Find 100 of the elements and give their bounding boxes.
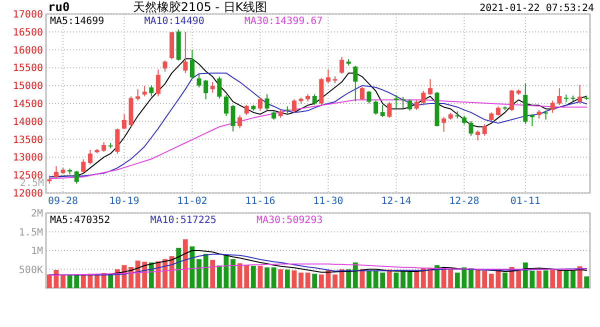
bar <box>530 270 535 288</box>
bar <box>482 270 488 288</box>
bar <box>244 265 250 288</box>
annotation: 2021-01-22 07:53:24 <box>480 3 594 14</box>
y-tick-label: 13000 <box>12 152 43 164</box>
y-tick-label: 15500 <box>12 63 43 74</box>
candlestick <box>115 128 120 154</box>
bar <box>74 274 80 288</box>
bar <box>352 262 358 288</box>
y-tick-label: 12000 <box>12 188 43 200</box>
x-tick-label: 12-28 <box>449 196 480 207</box>
bar <box>346 269 352 288</box>
bar <box>394 272 399 288</box>
candlestick <box>312 94 317 106</box>
candlestick <box>326 68 330 84</box>
bar <box>332 274 338 288</box>
bar <box>162 259 168 288</box>
x-tick-label: 11-16 <box>245 196 276 207</box>
bar <box>196 259 202 288</box>
y-tick-label: 1.5M <box>18 227 43 238</box>
candlestick <box>496 106 500 116</box>
bar <box>318 274 324 288</box>
candlestick <box>136 88 140 102</box>
y-tick-label: 16500 <box>12 27 43 38</box>
candlestick <box>190 49 194 79</box>
bar <box>407 272 412 288</box>
x-tick-label: 11-02 <box>177 196 208 207</box>
bar <box>536 270 542 288</box>
bar <box>182 239 188 288</box>
bar <box>386 270 392 288</box>
bar <box>230 259 236 288</box>
candlestick <box>162 60 168 72</box>
text: MA10:14490 <box>144 16 204 27</box>
candlestick <box>122 114 126 130</box>
candlestick <box>292 98 296 114</box>
candlestick <box>183 31 188 74</box>
bar <box>468 268 474 288</box>
candlestick <box>81 158 86 174</box>
candlestick <box>408 98 412 112</box>
text: MA5:470352 <box>50 215 110 226</box>
bar <box>312 274 318 288</box>
bar <box>60 274 66 288</box>
text: MA30:509293 <box>256 215 323 226</box>
bar <box>420 268 426 288</box>
bar <box>305 272 310 288</box>
x-tick-label: 09-28 <box>48 196 78 207</box>
bar <box>94 274 100 288</box>
bar <box>271 267 276 288</box>
bar <box>448 270 454 288</box>
bar <box>502 272 508 288</box>
candlestick <box>421 90 426 106</box>
bar <box>414 272 420 288</box>
bar <box>210 260 216 288</box>
bar <box>550 270 556 288</box>
bar <box>584 276 590 288</box>
y-tick-label: 500K <box>18 264 43 276</box>
bar <box>216 266 222 288</box>
y-tick-label: 17000 <box>12 10 43 20</box>
x-tick-label: 11-30 <box>313 196 344 207</box>
y-tick-label: 14500 <box>12 99 43 110</box>
bar <box>454 272 460 288</box>
bar <box>292 270 297 288</box>
annotation: ru0 <box>48 0 70 14</box>
x-tick-label: 12-14 <box>381 196 412 207</box>
text: MA30:14399.67 <box>244 16 323 27</box>
y-tick-label: 1M <box>30 246 43 257</box>
candlestick <box>442 116 446 132</box>
candlestick <box>54 166 58 180</box>
candlestick <box>149 85 154 97</box>
candlestick <box>394 94 398 109</box>
bar <box>176 248 182 288</box>
chart-title: 天然橡胶2105 - 日K线图 <box>132 0 268 14</box>
candlestick <box>510 89 514 112</box>
y-tick-label: 16000 <box>12 45 43 56</box>
line-series <box>48 264 588 276</box>
y-tick-label: 15000 <box>12 81 43 92</box>
candlestick <box>360 86 364 100</box>
bar <box>570 270 576 288</box>
candlestick <box>482 124 487 136</box>
x-tick-label: 01-11 <box>510 196 540 207</box>
y-tick-label: 13500 <box>12 134 43 146</box>
bar <box>46 274 52 288</box>
bar <box>556 270 562 288</box>
candlestick <box>244 104 249 116</box>
bar <box>284 270 290 288</box>
bar <box>475 270 480 288</box>
candlestick <box>74 170 79 184</box>
bar <box>264 267 270 288</box>
bar <box>298 272 304 288</box>
bar <box>564 270 569 288</box>
bar <box>400 270 406 288</box>
candlestick <box>476 130 480 141</box>
candlestick <box>578 84 582 104</box>
candlestick <box>374 100 378 116</box>
candlestick <box>204 79 208 100</box>
bar <box>278 269 284 288</box>
candlestick <box>557 88 562 106</box>
candlestick <box>414 99 419 110</box>
text: MA5:14699 <box>50 16 104 27</box>
bar <box>488 274 494 288</box>
